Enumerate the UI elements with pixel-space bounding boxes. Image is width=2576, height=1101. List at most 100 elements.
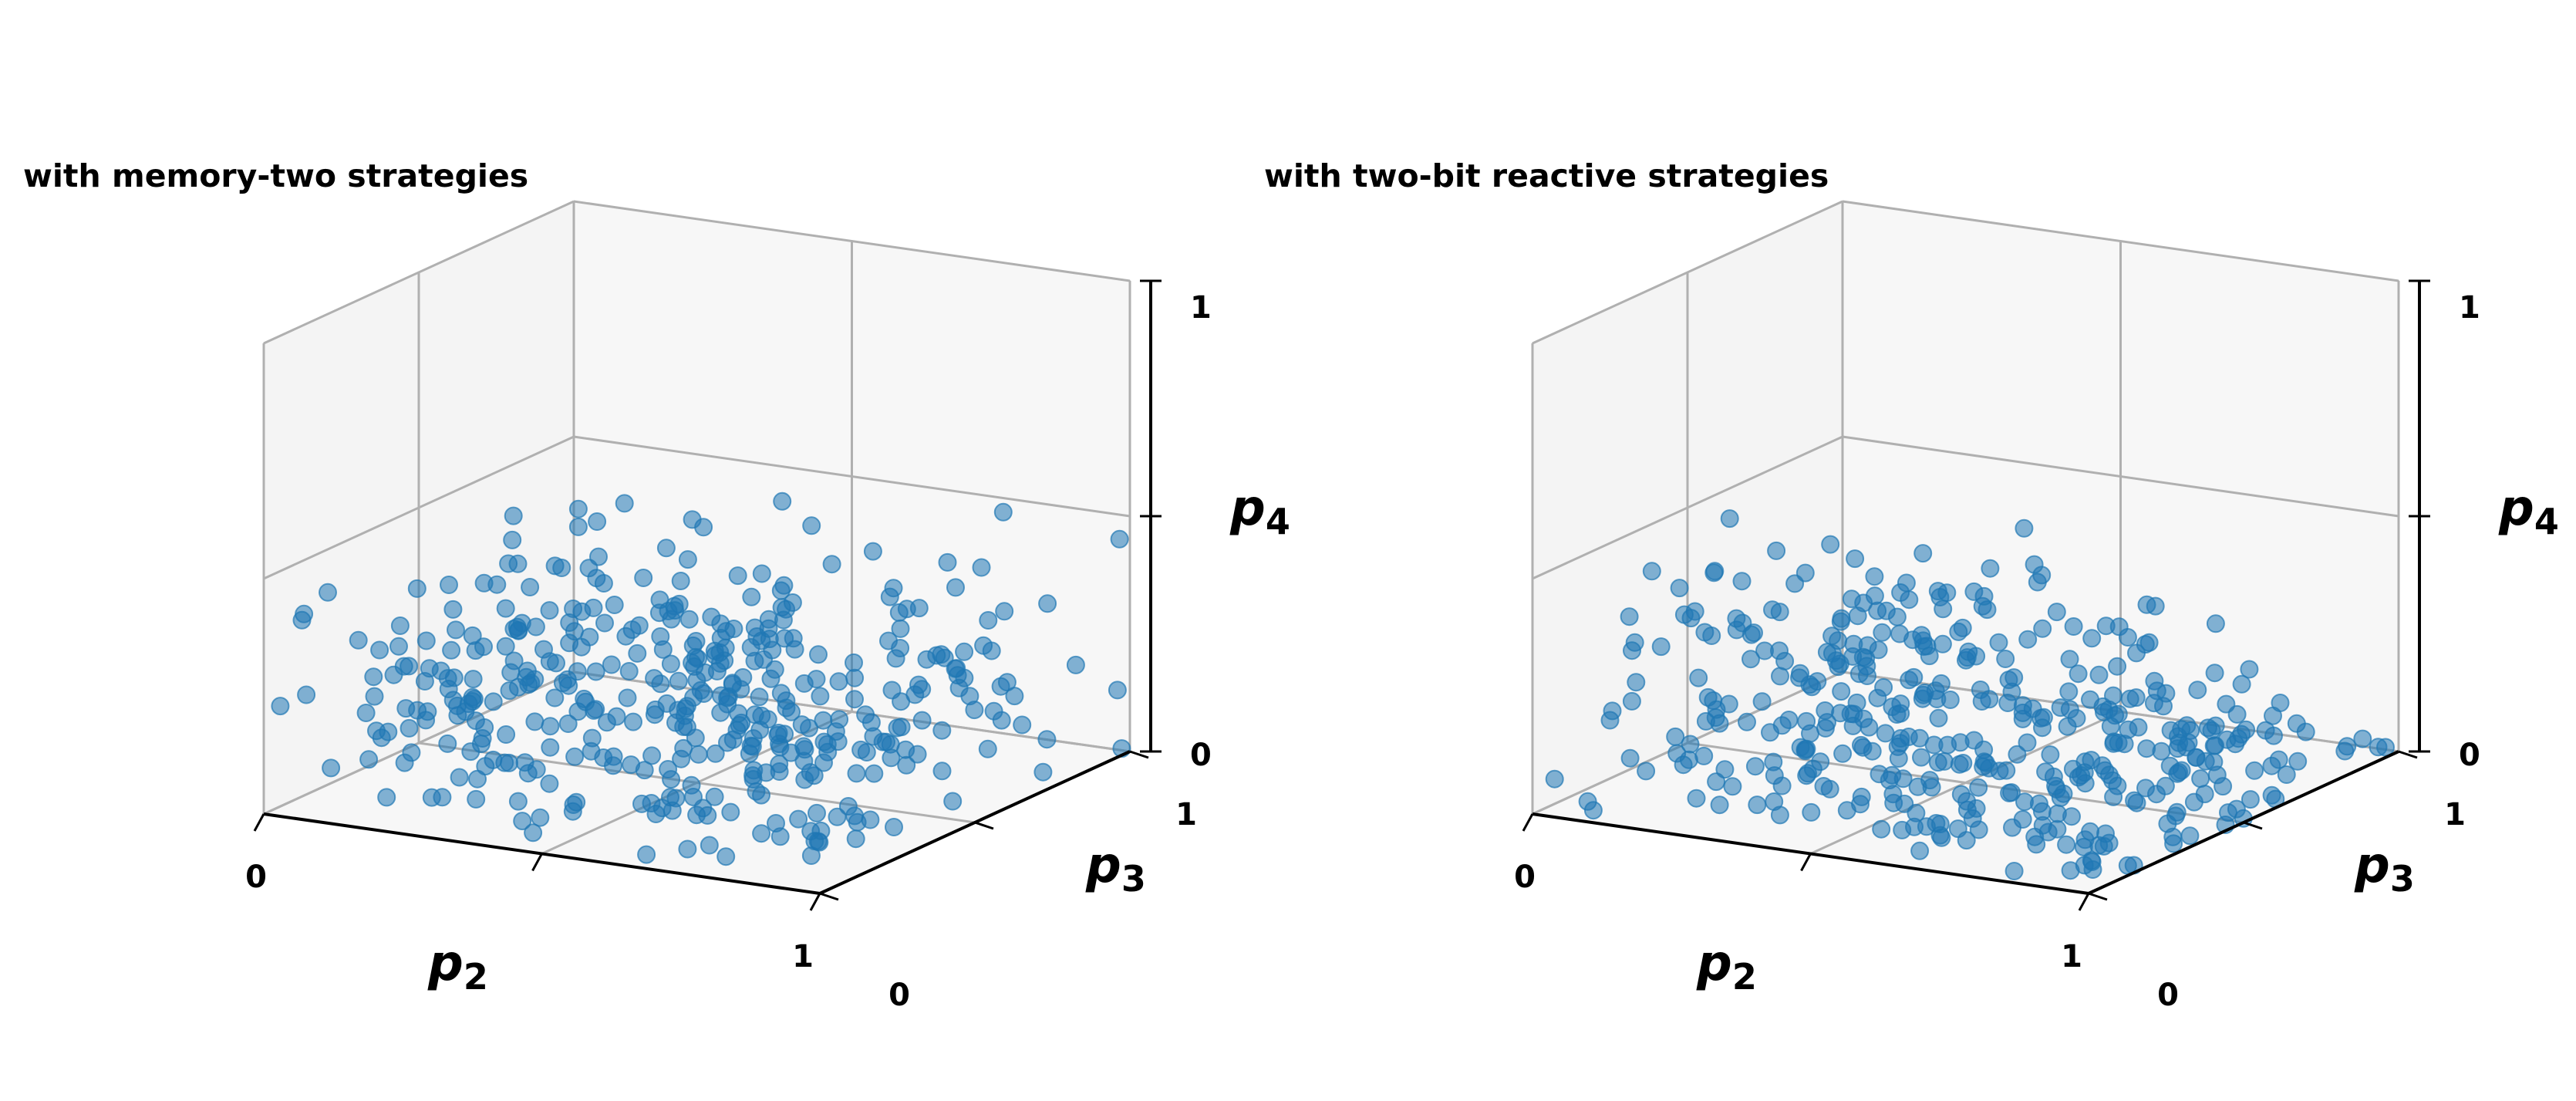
scatter-point (767, 814, 785, 833)
scatter-point (2262, 756, 2281, 775)
scatter-point (2057, 835, 2076, 854)
scatter-point (2103, 771, 2123, 790)
scatter-point (728, 566, 747, 586)
scatter-point (597, 713, 616, 732)
scatter-point (474, 637, 493, 657)
gridline-back-z (573, 435, 1131, 518)
scatter-point (2119, 720, 2138, 739)
scatter-point (1843, 716, 1863, 735)
scatter-point (1108, 681, 1127, 700)
scatter-point (1772, 776, 1792, 795)
scatter-point (450, 768, 469, 787)
scatter-point (2147, 785, 2166, 804)
scatter-point (811, 687, 830, 706)
scatter-point (2033, 718, 2052, 738)
scatter-point (1637, 762, 1656, 781)
scatter-point (972, 558, 991, 577)
scatter-point (745, 651, 764, 670)
scatter-point (474, 573, 494, 593)
scatter-point (1937, 583, 1957, 603)
scatter-point (438, 669, 457, 688)
scatter-point (943, 792, 963, 811)
scatter-point (2338, 737, 2357, 756)
scatter-point (882, 748, 901, 768)
scatter-point (2033, 816, 2052, 835)
scatter-point (1710, 795, 1729, 815)
scatter-point (851, 740, 871, 759)
scatter-point (1037, 730, 1057, 749)
scatter-point (2058, 717, 2077, 736)
scatter-point (503, 530, 522, 549)
scatter-point (1755, 641, 1774, 660)
scatter-point (1874, 678, 1893, 697)
scatter-point (1949, 622, 1968, 641)
scatter-point (2127, 793, 2146, 812)
scatter-point (829, 672, 848, 691)
scatter-point (938, 552, 957, 572)
scatter-point (2008, 745, 2027, 764)
scatter-point (932, 721, 952, 740)
scatter-point (1732, 572, 1752, 591)
scatter-point (1924, 735, 1944, 755)
scatter-point (442, 640, 461, 660)
scatter-point (1826, 651, 1846, 670)
z-axis-label-subscript: 4 (1266, 501, 1290, 542)
scatter-point (2187, 748, 2206, 767)
scatter-point (774, 610, 793, 630)
x-tick-label: 1 (792, 939, 814, 974)
scatter-point (845, 690, 864, 709)
scatter-point (540, 652, 559, 671)
scatter-point (588, 512, 607, 531)
scatter-point (367, 721, 386, 741)
scatter-point (407, 579, 427, 598)
y-axis-label: p3 (2354, 837, 2415, 900)
scatter-point (400, 657, 419, 676)
scatter-point (400, 718, 419, 738)
chart-title-two-bit-reactive: with two-bit reactive strategies (1264, 157, 1829, 194)
scatter-point (2245, 761, 2264, 780)
scatter-point (706, 646, 725, 665)
scatter-point (618, 688, 637, 708)
scatter-point (565, 747, 585, 766)
scatter-point (497, 725, 516, 744)
scatter-point (390, 616, 410, 635)
scatter-point (433, 788, 452, 807)
scatter-point (531, 808, 550, 827)
scatter-point (1651, 637, 1671, 657)
scatter-point (2120, 689, 2139, 708)
scatter-point (473, 729, 492, 748)
z-tick-label: 1 (2459, 290, 2480, 326)
scatter-point (1959, 642, 1978, 661)
y-axis-label: p3 (1085, 837, 1146, 900)
scatter-point (438, 734, 457, 753)
x-axis-label-subscript: 2 (1732, 956, 1757, 998)
scatter-point (1974, 586, 1994, 606)
scatter-point (2240, 660, 2259, 679)
scatter-point (932, 762, 952, 781)
scatter-point (1853, 738, 1873, 757)
scatter-point (1972, 692, 1991, 711)
scatter-point (1842, 589, 1861, 609)
scatter-point (1821, 535, 1840, 554)
scatter-point (2081, 690, 2099, 709)
scatter-point (752, 785, 770, 805)
scatter-point (684, 788, 703, 806)
scatter-point (830, 710, 849, 729)
scatter-point (1876, 724, 1895, 743)
scatter-point (888, 718, 907, 738)
scatter-point (742, 587, 761, 606)
scatter-point (879, 631, 898, 650)
x-tick (1800, 853, 1812, 872)
scatter-point (700, 836, 719, 855)
scatter-point (579, 559, 598, 578)
scatter-point (1771, 667, 1789, 686)
scatter-point (912, 711, 932, 730)
scatter-point (1865, 586, 1884, 606)
scatter-point (685, 657, 704, 676)
scatter-point (674, 718, 693, 736)
scatter-point (1667, 744, 1687, 763)
scatter-point (1869, 640, 1888, 660)
scatter-point (782, 702, 801, 721)
scatter-point (927, 646, 946, 665)
scatter-point (686, 632, 706, 650)
